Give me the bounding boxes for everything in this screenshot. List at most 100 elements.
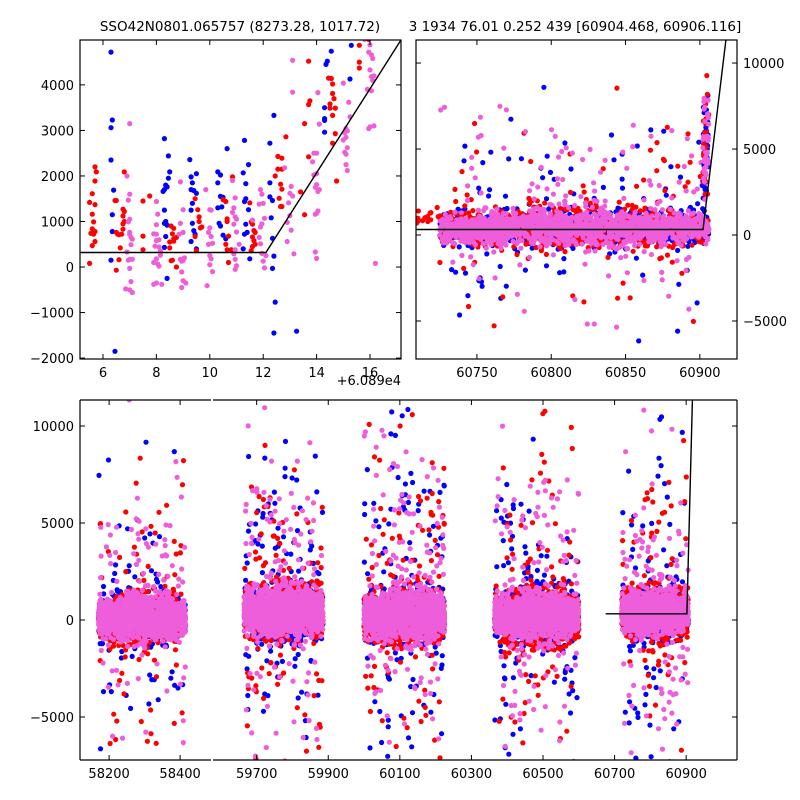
data-point-red [156,509,162,515]
data-point-blue [220,232,226,238]
data-point-red [465,303,472,310]
data-point-violet [492,223,498,229]
data-point-red [276,195,282,201]
data-point-violet [683,256,690,262]
data-point-blue [164,275,170,281]
data-point-violet [648,133,654,139]
data-point-violet [589,223,595,229]
data-point-violet [496,237,502,243]
data-point-violet [705,112,711,118]
data-point-violet [603,239,609,246]
data-point-blue [191,228,197,234]
data-point-red [642,243,648,249]
data-point-violet [527,188,533,194]
data-point-violet [537,244,543,250]
data-point-violet [630,122,636,128]
data-point-violet [554,176,561,182]
data-point-violet [556,216,562,222]
data-point-violet [233,263,240,269]
data-point-red [416,208,421,214]
data-point-violet [694,186,700,192]
data-point-violet [568,232,574,238]
data-point-red [580,183,586,189]
data-point-violet [125,219,131,225]
data-point-red [87,260,93,266]
data-point-blue [453,269,459,275]
data-point-blue [633,255,639,261]
data-point-red [228,247,234,253]
data-point-blue [109,228,115,235]
data-point-blue [97,641,103,647]
data-point-blue [169,669,175,675]
data-point-violet [312,249,318,255]
data-point-red [581,189,587,195]
data-point-red [121,218,127,225]
data-point-violet [229,177,236,184]
data-point-blue [241,231,248,237]
data-point-violet [523,215,529,221]
data-point-violet [128,242,134,248]
data-point-blue [546,206,552,212]
data-point-violet [624,246,630,252]
x-tick-label: 60850 [605,366,646,381]
data-point-red [148,731,154,737]
data-point-violet [700,145,706,151]
data-point-violet [648,205,654,212]
data-point-red [145,563,151,569]
data-point-violet [574,232,580,238]
data-point-blue [189,220,195,226]
data-point-red [327,105,333,111]
data-point-violet [522,129,528,135]
data-point-blue [243,181,249,187]
data-point-blue [484,251,490,257]
data-point-blue [171,449,177,455]
data-point-violet [632,243,638,249]
data-point-violet [688,220,694,226]
data-point-red [116,257,122,263]
data-point-red [641,177,647,183]
data-point-violet [591,180,597,186]
data-point-red [131,544,137,550]
data-point-blue [272,299,278,305]
data-point-red [682,184,688,190]
data-point-violet [520,220,526,227]
data-point-blue [271,112,277,118]
data-point-red [690,318,696,324]
data-point-violet [315,90,321,96]
data-point-violet [657,239,663,245]
data-point-violet [290,89,296,95]
data-point-violet [452,241,458,247]
data-point-violet [621,239,627,245]
data-point-red [464,192,470,198]
data-point-violet [546,224,552,230]
data-point-red [543,251,549,257]
data-point-blue [479,283,485,289]
data-point-blue [161,244,167,250]
data-point-blue [503,283,509,289]
data-point-blue [153,576,160,582]
data-point-red [225,233,232,239]
data-point-blue [97,746,104,752]
data-point-blue [461,158,467,164]
data-point-violet [618,243,624,249]
data-point-red [625,202,631,208]
data-point-red [136,656,142,663]
data-point-red [91,231,97,237]
data-point-red [702,129,708,136]
data-point-blue [694,300,700,306]
data-point-violet [140,570,146,576]
data-point-violet [598,169,604,175]
data-point-violet [455,220,461,227]
data-point-blue [165,175,171,181]
data-point-violet [153,231,159,237]
data-point-red [138,718,144,725]
data-point-red [704,73,710,79]
data-point-red [567,189,574,195]
data-point-violet [563,193,569,199]
data-point-violet [618,255,624,261]
data-point-red [332,105,338,111]
data-point-violet [477,213,483,219]
data-point-violet [177,256,183,262]
data-point-blue [462,143,468,149]
